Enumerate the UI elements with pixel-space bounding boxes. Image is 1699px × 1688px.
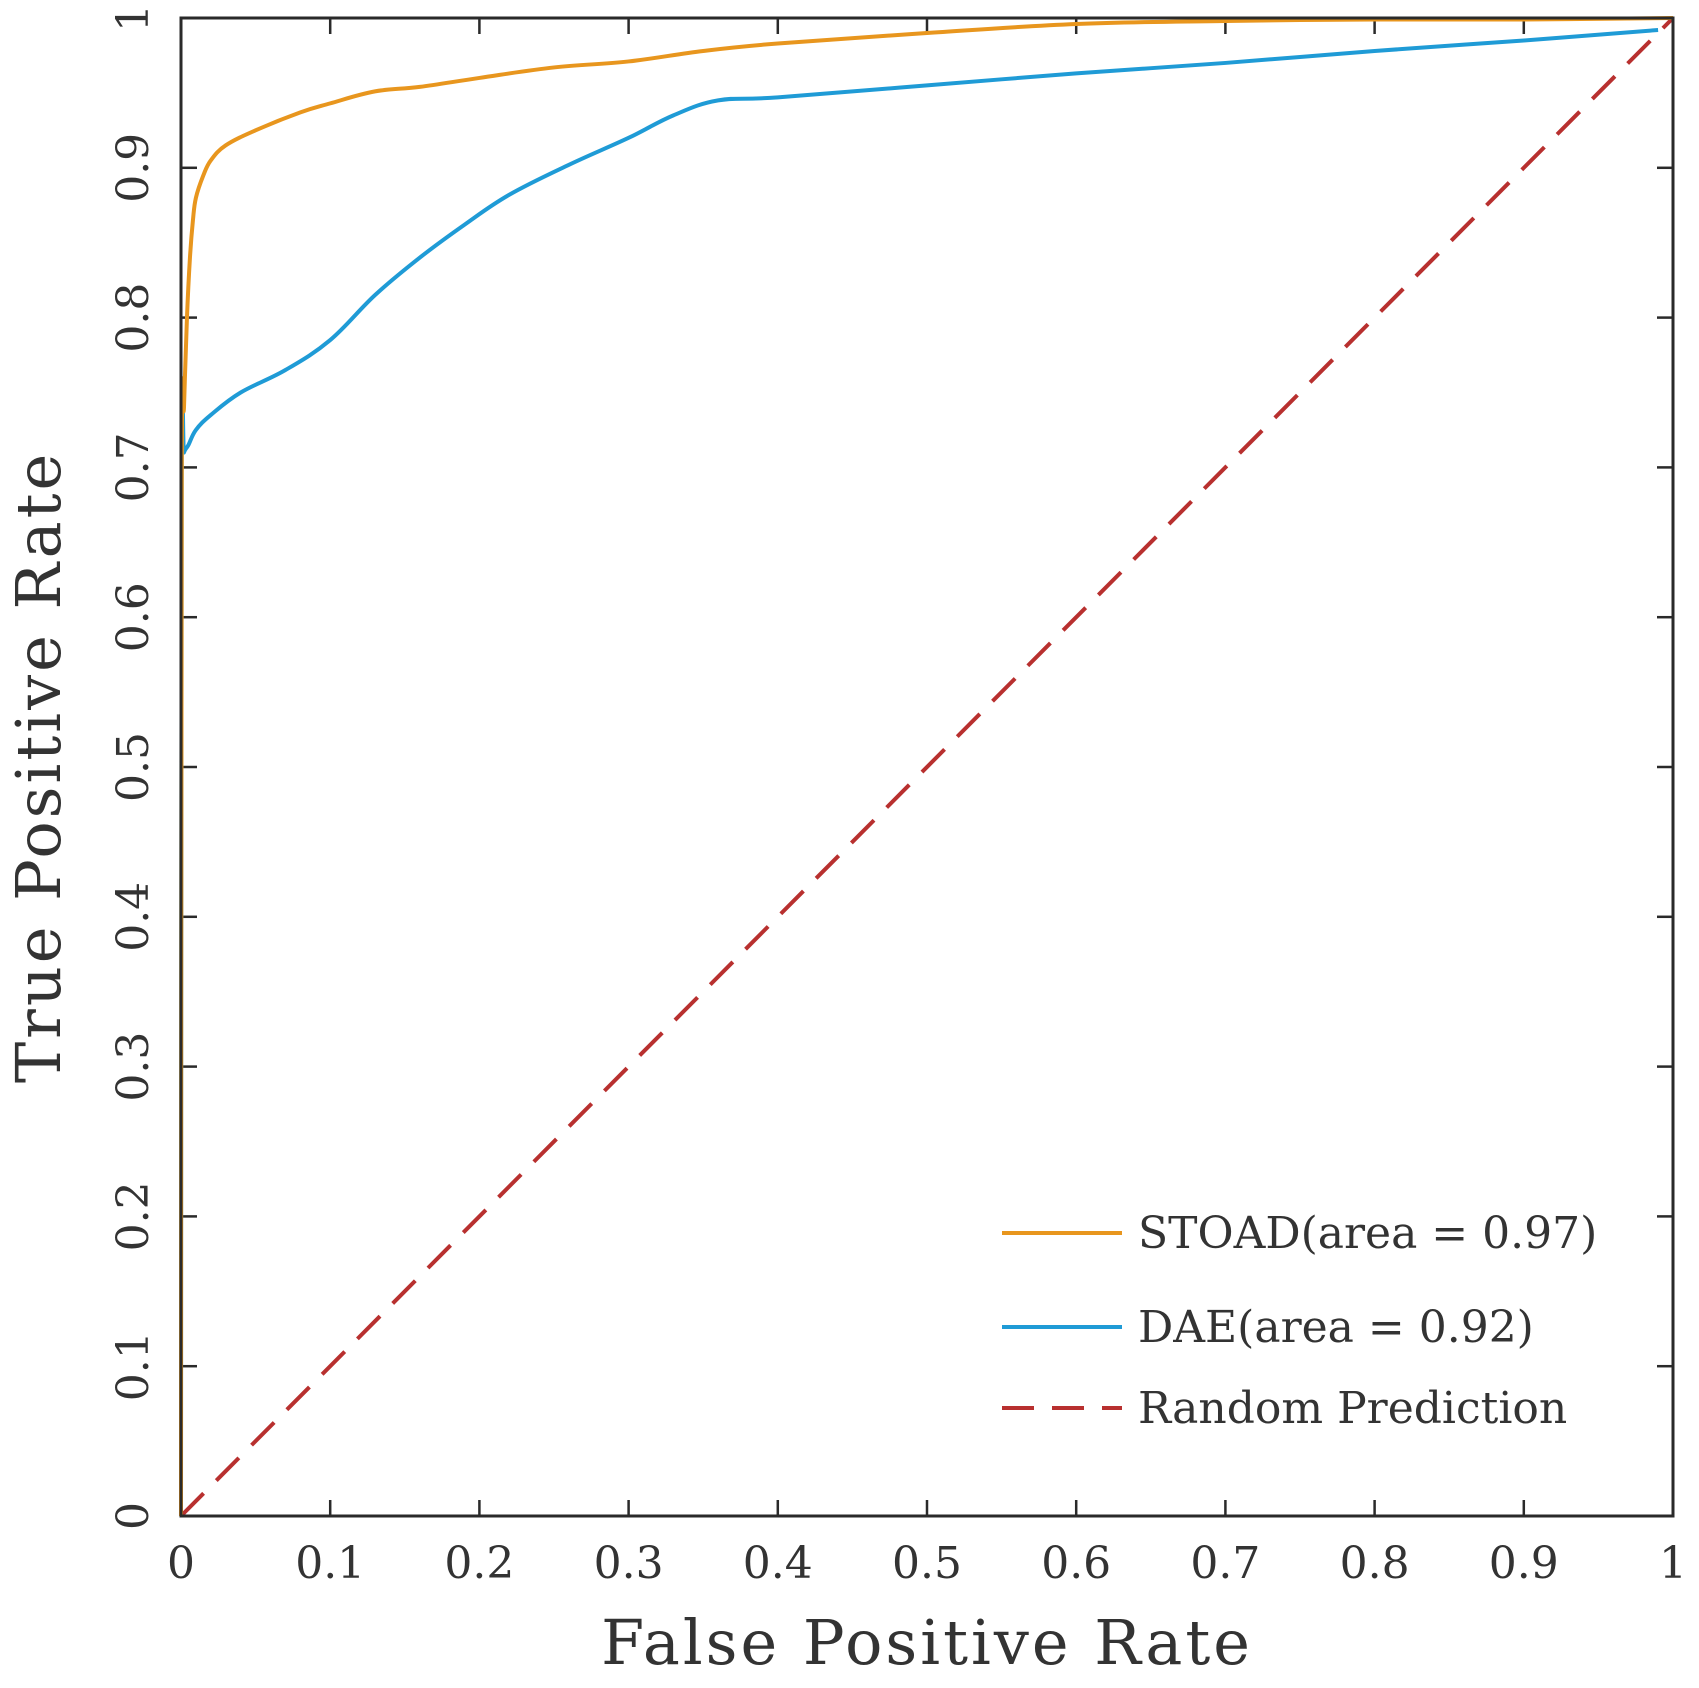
x-tick-labels: 0 0.1 0.2 0.3 0.4 0.5 0.6 0.7 0.8 0.9 1 <box>167 1538 1687 1589</box>
y-tick-label: 0.3 <box>108 1032 159 1102</box>
y-tick-label: 0.8 <box>108 283 159 353</box>
legend-label: DAE(area = 0.92) <box>1138 1302 1534 1353</box>
x-tick-label: 0.7 <box>1190 1538 1260 1589</box>
x-tick-label: 0.8 <box>1340 1538 1410 1589</box>
y-tick-label: 1 <box>108 4 159 32</box>
x-axis-title: False Positive Rate <box>601 1606 1253 1679</box>
y-tick-label: 0.9 <box>108 133 159 203</box>
x-tick-label: 0.9 <box>1489 1538 1559 1589</box>
series-line-random-prediction <box>179 16 1675 1518</box>
y-tick-label: 0.7 <box>108 432 159 502</box>
y-tick-label: 0.4 <box>108 882 159 952</box>
y-axis-title: True Positive Rate <box>2 451 75 1083</box>
y-tick-label: 0.2 <box>108 1181 159 1251</box>
x-tick-label: 0.1 <box>295 1538 365 1589</box>
legend-label: Random Prediction <box>1138 1383 1567 1434</box>
x-tick-label: 0.2 <box>444 1538 514 1589</box>
y-tick-label: 0.5 <box>108 732 159 802</box>
legend: STOAD(area = 0.97) DAE(area = 0.92) Random… <box>1002 1208 1597 1434</box>
legend-label: STOAD(area = 0.97) <box>1138 1208 1597 1259</box>
y-tick-label: 0.6 <box>108 582 159 652</box>
y-tick-label: 0 <box>108 1502 159 1530</box>
plot-frame <box>179 16 1675 1518</box>
x-tick-label: 0.5 <box>892 1538 962 1589</box>
series-line-stoad <box>179 16 1674 1517</box>
x-tick-label: 0 <box>167 1538 195 1589</box>
y-tick-label: 0.1 <box>108 1331 159 1401</box>
x-tick-label: 1 <box>1659 1538 1687 1589</box>
x-tick-label: 0.4 <box>743 1538 813 1589</box>
x-tick-label: 0.6 <box>1041 1538 1111 1589</box>
series-layer <box>179 16 1675 1518</box>
y-tick-labels: 0 0.1 0.2 0.3 0.4 0.5 0.6 0.7 0.8 0.9 1 <box>108 4 159 1530</box>
x-tick-label: 0.3 <box>594 1538 664 1589</box>
